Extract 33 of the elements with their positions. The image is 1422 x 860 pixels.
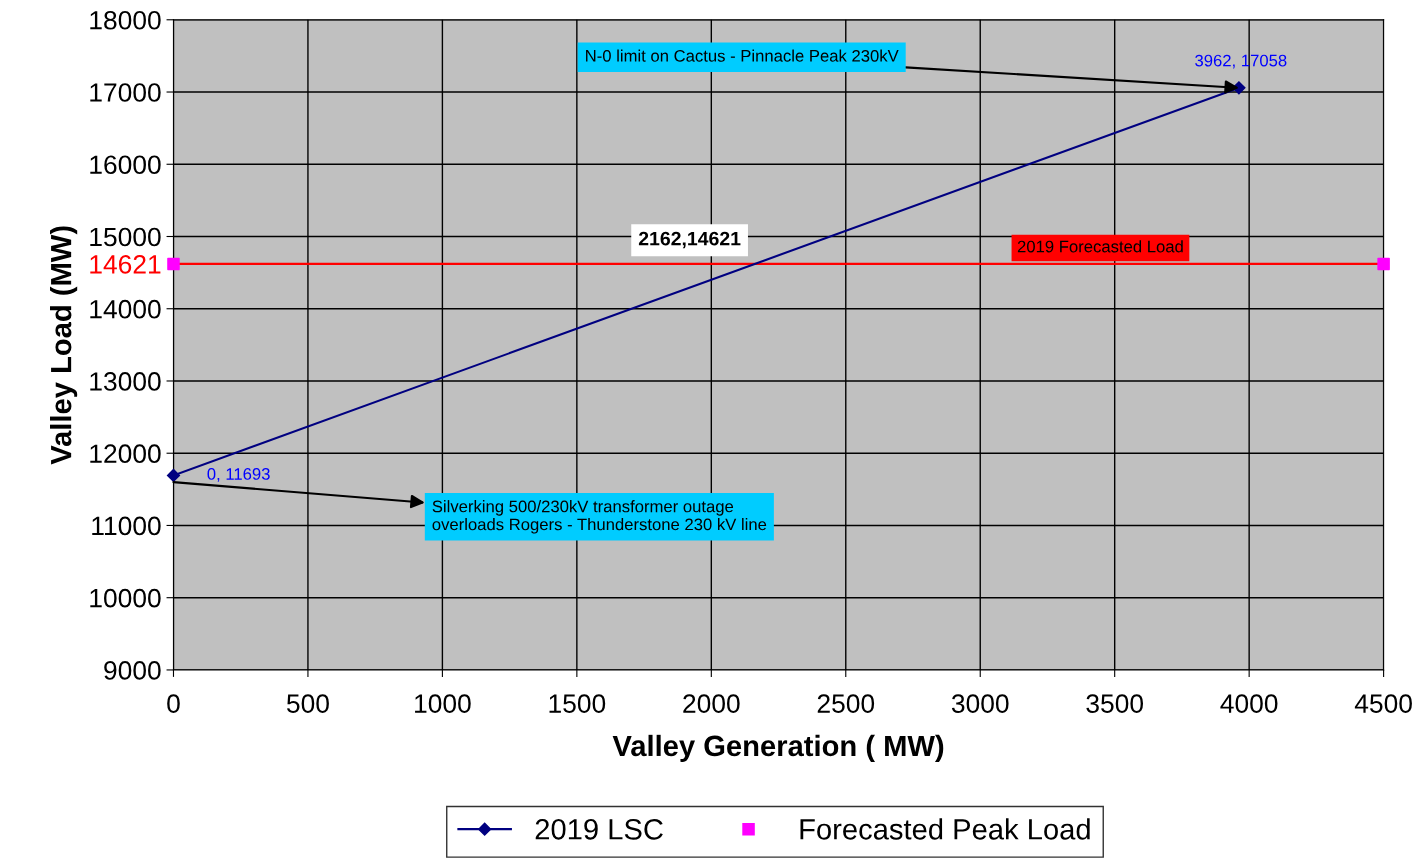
x-tick-label: 4500: [1354, 694, 1412, 713]
annotation: 2162,14621: [638, 231, 741, 249]
y-tick-label: 15000: [90, 227, 161, 247]
y-tick-label: 16000: [90, 155, 161, 175]
y-tick-label: 17000: [90, 83, 161, 102]
y-tick-label: 11000: [92, 516, 161, 536]
point: [166, 468, 181, 482]
legend-label: 2019 LSC: [535, 819, 663, 840]
x-tick-label: 500: [286, 694, 329, 713]
x-tick-label: 2500: [817, 694, 875, 713]
x-tick-label: 3500: [1086, 694, 1144, 713]
x-tick-label: 2000: [683, 694, 740, 713]
ref-line-label: 2019 Forecasted Load: [1017, 240, 1183, 253]
y-tick-label: 14000: [90, 299, 161, 319]
y-tick-label: 13000: [90, 372, 161, 391]
data-label: 0, 11693: [207, 468, 270, 482]
legend-label: Forecasted Peak Load: [800, 818, 1090, 840]
point: [1377, 257, 1390, 271]
y-tick-label: 10000: [90, 588, 161, 608]
annotation: N-0 limit on Cactus - Pinnacle Peak 230kV: [586, 49, 899, 62]
x-axis-title: Valley Generation ( MW): [612, 734, 944, 763]
y-tick-label: 9000: [104, 661, 161, 680]
y-axis-title: Valley Load (MW): [50, 226, 78, 465]
x-tick-label: 1000: [415, 694, 471, 713]
x-tick-label: 4000: [1220, 694, 1278, 713]
x-tick-label: 1500: [549, 694, 606, 713]
point: [167, 257, 180, 271]
x-tick-label: 3000: [951, 694, 1009, 713]
x-tick-label: 0: [167, 694, 180, 713]
y-tick-label: 12000: [90, 444, 161, 464]
annotation: Silverking 500/230kV transformer outage overloads Rogers - Thunderstone 230 kV line: [432, 500, 767, 534]
y-tick-label: 14621: [90, 255, 161, 274]
y-tick-label: 18000: [90, 10, 161, 30]
